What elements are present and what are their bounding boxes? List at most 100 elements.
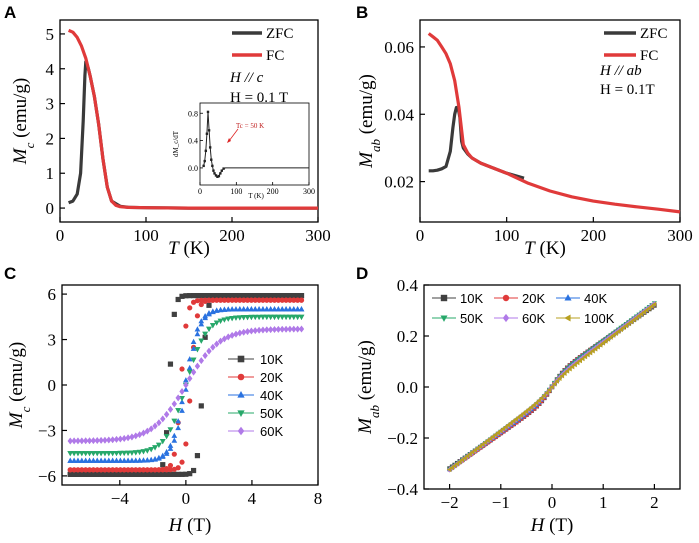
c-point-20k (221, 297, 228, 303)
c-point-60k (256, 326, 262, 334)
c-point-60k (75, 437, 81, 445)
c-xtick-label: −4 (111, 489, 130, 508)
c-point-40k (271, 306, 278, 312)
c-point-50k (152, 445, 158, 451)
c-point-40k (171, 432, 178, 438)
c-point-40k (140, 457, 147, 463)
d-point-100k (564, 368, 570, 374)
c-point-20k (83, 467, 89, 473)
d-point-100k (569, 364, 575, 370)
c-point-50k (171, 418, 178, 424)
c-point-20k (264, 297, 270, 303)
c-point-60k (148, 425, 154, 433)
c-point-40k (136, 457, 143, 463)
a-inset-point (216, 175, 219, 178)
d-ytick-label: −0.2 (387, 429, 418, 448)
c-point-40k (67, 457, 74, 463)
c-point-20k (129, 467, 135, 473)
c-point-10k (206, 293, 212, 299)
a-inset-ytick-label: 0.4 (188, 137, 198, 146)
a-xlabel-symbol: T (168, 238, 180, 259)
d-point-100k (615, 328, 621, 335)
c-point-10k (183, 471, 189, 477)
c-point-60k (79, 437, 85, 445)
d-ylabel-unit: (emu/g) (355, 340, 376, 405)
c-point-60k (121, 435, 127, 442)
c-xtick-label: 8 (314, 489, 323, 508)
c-point-50k (198, 338, 205, 344)
c-point-50k (275, 314, 282, 320)
c-point-20k (298, 297, 305, 303)
b-xlabel: T (K) (524, 238, 566, 259)
a-xtick-label: 200 (219, 226, 245, 245)
a-inset-ytick-label: 0.8 (188, 109, 198, 118)
c-point-40k (283, 306, 289, 312)
c-point-60k (133, 432, 139, 440)
c-point-10k (287, 293, 293, 299)
c-point-40k (175, 424, 182, 431)
panel-letter-b: B (356, 3, 368, 22)
c-point-60k (275, 325, 281, 333)
d-legend-label: 100K (584, 311, 615, 326)
c-point-40k (86, 457, 93, 463)
c-point-10k (187, 471, 193, 477)
d-point-100k (498, 428, 503, 434)
d-point-100k (551, 381, 557, 387)
c-point-10k (113, 471, 120, 477)
c-point-10k (164, 430, 170, 436)
c-point-40k (240, 306, 247, 312)
c-point-20k (291, 297, 297, 303)
c-point-20k (133, 467, 139, 473)
d-point-100k (536, 398, 542, 404)
c-point-20k (271, 297, 278, 303)
c-ylabel-symbol: M (6, 411, 27, 429)
a-inset: 0 100 200 300 0.0 0.4 0.8 Tc = 50 K T (K) dM_c/dT (172, 102, 315, 200)
c-point-20k (295, 297, 301, 303)
c-point-60k (144, 427, 150, 435)
c-point-50k (167, 427, 174, 433)
a-ylabel-symbol: M (10, 147, 31, 165)
c-point-50k (67, 451, 74, 457)
a-inset-point (210, 158, 213, 161)
b-legend-label: ZFC (640, 26, 668, 42)
c-point-50k (140, 449, 147, 455)
d-point-100k (521, 410, 526, 416)
c-point-20k (110, 467, 116, 473)
a-inset-frame (199, 102, 310, 186)
c-point-10k (295, 293, 301, 299)
c-point-60k (90, 437, 96, 445)
c-point-60k (175, 394, 181, 402)
c-point-40k (132, 457, 139, 463)
c-point-10k (179, 293, 185, 299)
c-point-50k (263, 314, 270, 320)
c-legend-marker (237, 355, 245, 363)
c-point-20k (283, 297, 289, 303)
d-point-100k (472, 447, 478, 453)
c-point-60k (198, 357, 204, 364)
c-point-50k (132, 450, 139, 456)
b-series-fc-line (427, 32, 681, 214)
c-point-20k (179, 459, 185, 465)
c-point-10k (241, 293, 247, 299)
d-point-100k (459, 457, 465, 463)
c-point-20k (198, 301, 204, 308)
c-xlabel-unit: (T) (182, 515, 211, 536)
c-point-40k (75, 457, 81, 463)
d-point-100k (585, 352, 590, 358)
c-point-10k (94, 471, 100, 477)
c-point-60k (298, 325, 305, 333)
a-inset-point (213, 172, 216, 175)
c-point-50k (190, 357, 197, 363)
d-xlabel-unit: (T) (544, 515, 573, 536)
c-point-20k (183, 441, 189, 447)
c-point-10k (283, 293, 289, 299)
c-point-60k (171, 400, 177, 408)
c-point-20k (279, 297, 285, 303)
d-point-100k (605, 336, 611, 342)
c-xlabel: H (T) (168, 515, 212, 536)
d-point-100k (626, 321, 631, 327)
b-xtick-label: 200 (581, 226, 607, 245)
c-point-10k (167, 471, 174, 477)
b-xtick-label: 100 (494, 226, 520, 245)
